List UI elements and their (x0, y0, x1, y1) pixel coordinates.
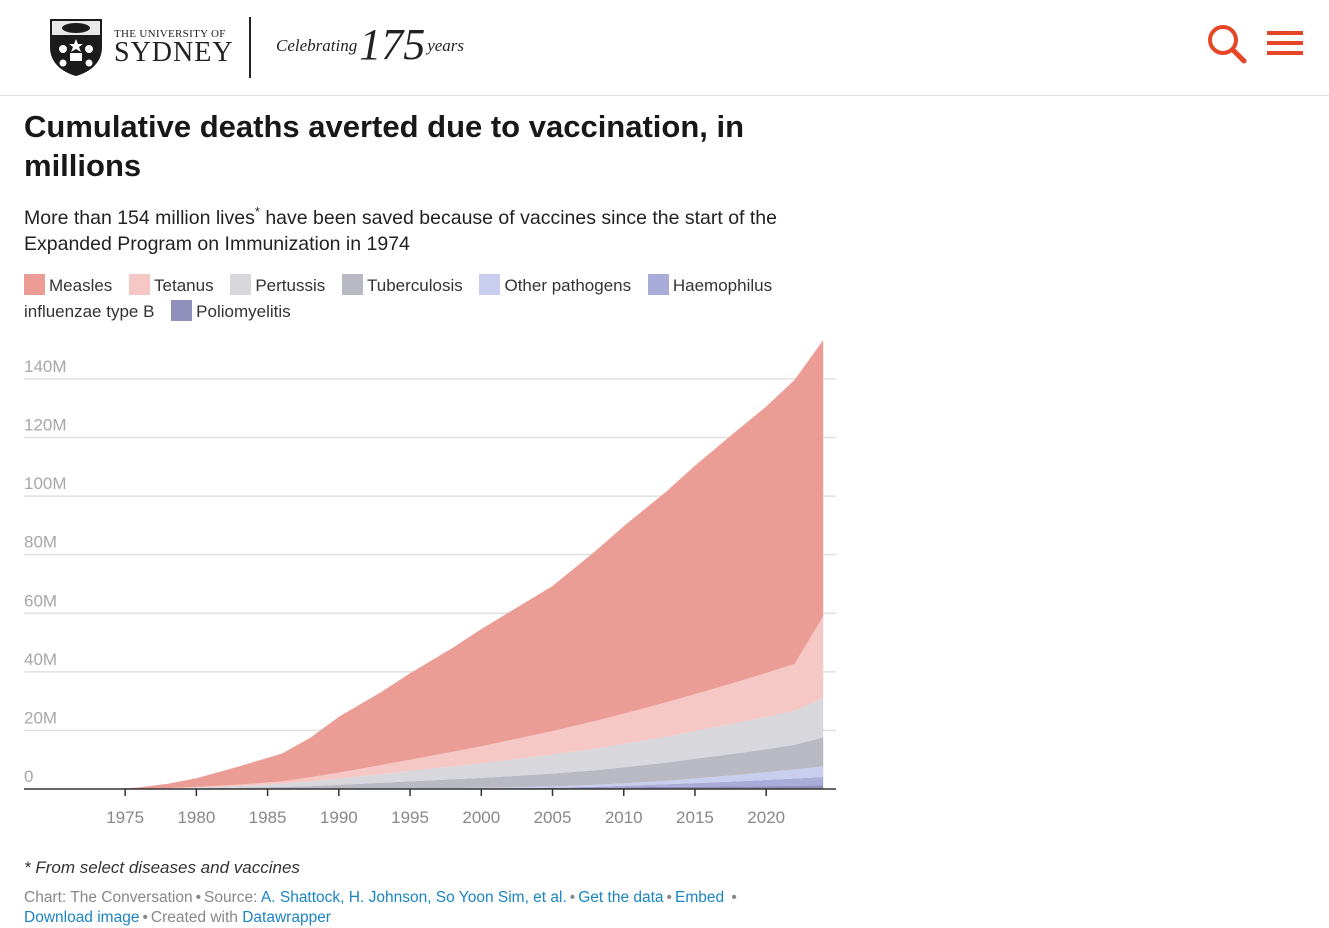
legend-item: Tetanus (129, 274, 214, 295)
legend-swatch (341, 274, 363, 295)
x-tick-label: 1975 (106, 808, 144, 827)
datawrapper-link[interactable]: Datawrapper (242, 909, 331, 926)
legend-swatch (171, 300, 193, 321)
hamburger-icon (1267, 31, 1303, 55)
celebrating-prefix: Celebrating (276, 36, 358, 55)
subtitle-text-rest: have been saved because of vaccines sinc… (24, 207, 777, 255)
y-tick-label: 60M (24, 591, 57, 610)
chart-footnote: * From select diseases and vaccines (24, 858, 300, 877)
get-data-link[interactable]: Get the data (578, 889, 664, 906)
series-area (110, 766, 824, 789)
chart-title: Cumulative deaths averted due to vaccina… (24, 109, 745, 183)
x-tick-label: 1985 (249, 808, 287, 827)
search-button[interactable] (1205, 22, 1249, 66)
chart-legend: Measles Tetanus Pertussis Tuberculosis O… (24, 273, 839, 325)
legend-item: Other pathogens (479, 274, 632, 295)
x-tick-label: 1990 (320, 808, 358, 827)
celebrating-suffix: years (427, 36, 465, 55)
x-tick-label: 2015 (676, 808, 714, 827)
footer-source-label: Source: (204, 889, 258, 906)
legend-label: Measles (49, 276, 113, 295)
series-area (110, 777, 824, 789)
site-header: THE UNIVERSITY OF SYDNEY Celebrating175 y… (0, 0, 1329, 96)
series-area (110, 785, 824, 789)
x-tick-label: 1995 (391, 808, 429, 827)
legend-swatch (230, 274, 252, 295)
footer-separator: • (666, 889, 672, 906)
logo-line1: THE UNIVERSITY OF (114, 28, 226, 40)
y-tick-label: 20M (24, 708, 57, 727)
subtitle-footnote-mark: * (254, 204, 260, 219)
legend-swatch (479, 274, 501, 295)
embed-link[interactable]: Embed (674, 889, 725, 906)
legend-label: Other pathogens (504, 276, 632, 295)
legend-swatch (647, 274, 669, 295)
x-tick-label: 2005 (534, 808, 572, 827)
footer-separator: • (195, 889, 202, 906)
footer-separator: • (727, 889, 737, 906)
menu-button[interactable] (1265, 28, 1305, 60)
y-tick-label: 40M (24, 650, 57, 669)
crest-icon (50, 19, 102, 76)
legend-item: Haemophilus influenzae type B (24, 274, 773, 321)
legend-label: Haemophilus influenzae type B (24, 276, 773, 321)
x-tick-label: 2000 (462, 808, 500, 827)
y-tick-label: 80M (24, 533, 57, 552)
x-tick-label: 2010 (605, 808, 643, 827)
series-area (110, 616, 824, 789)
x-tick-label: 1980 (177, 808, 215, 827)
legend-item: Measles (24, 274, 113, 295)
legend-swatch (129, 274, 151, 295)
series-area (110, 698, 824, 789)
university-logo[interactable]: THE UNIVERSITY OF SYDNEY Celebrating175 y… (48, 17, 464, 79)
legend-swatch (24, 274, 45, 295)
footer-chart-by: The Conversation (70, 889, 193, 906)
area-chart: 0 20M 40M 60M 80M 100M 120M 140M 1975 1980 1985 199… (24, 340, 836, 827)
chart-footer: Chart: The Conversation • Source: A. Shatt… (24, 888, 804, 928)
logo-divider (249, 17, 251, 78)
subtitle-text: More than 154 million lives (24, 207, 255, 229)
legend-item: Tuberculosis (341, 274, 463, 295)
y-tick-label: 100M (24, 474, 67, 493)
y-tick-label: 140M (24, 357, 67, 376)
y-tick-label: 0 (24, 767, 33, 786)
footer-separator: • (569, 889, 576, 906)
source-link[interactable]: A. Shattock, H. Johnson, So Yoon Sim, et… (260, 889, 567, 906)
series-area (110, 737, 824, 789)
search-icon (1208, 25, 1247, 64)
legend-label: Pertussis (255, 276, 326, 295)
footer-created-label: Created with (150, 909, 238, 926)
series-area (110, 340, 824, 789)
legend-item: Poliomyelitis (171, 300, 291, 321)
x-tick-label: 2020 (747, 808, 785, 827)
footer-separator: • (142, 909, 148, 926)
chart-subtitle: More than 154 million lives* have been s… (24, 205, 854, 257)
legend-item: Pertussis (230, 274, 326, 295)
logo-line2: SYDNEY (114, 37, 234, 68)
celebrating-number: 175 (359, 20, 426, 69)
celebrating-badge: Celebrating175 years (276, 23, 465, 67)
download-image-link[interactable]: Download image (24, 909, 140, 926)
y-tick-label: 120M (24, 416, 67, 435)
legend-label: Tetanus (154, 276, 214, 295)
footer-chart-label: Chart: (24, 889, 67, 906)
legend-label: Tuberculosis (366, 276, 463, 295)
legend-label: Poliomyelitis (196, 302, 291, 321)
